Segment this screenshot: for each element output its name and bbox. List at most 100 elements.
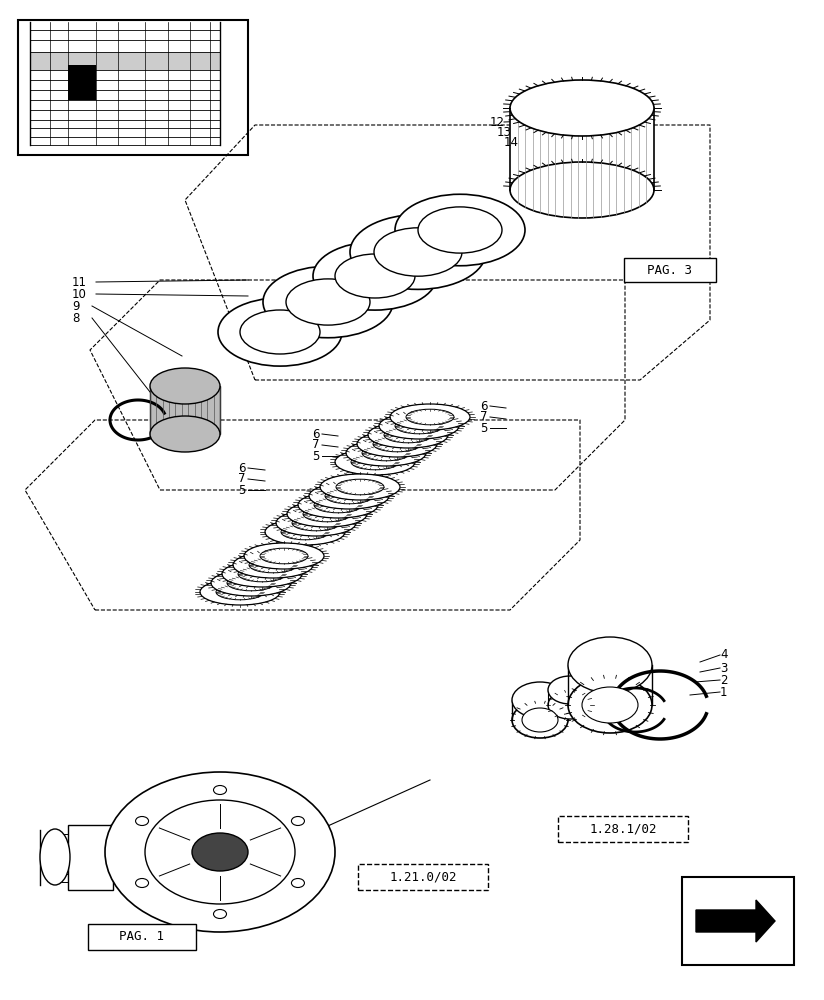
Ellipse shape	[240, 310, 320, 354]
Ellipse shape	[260, 548, 308, 564]
Ellipse shape	[351, 454, 399, 470]
Bar	[150, 386, 220, 434]
Ellipse shape	[281, 524, 329, 540]
Ellipse shape	[105, 772, 335, 932]
Ellipse shape	[292, 878, 304, 888]
Polygon shape	[696, 900, 775, 942]
Ellipse shape	[510, 80, 654, 136]
Text: 1.28.1/02: 1.28.1/02	[589, 822, 657, 836]
Text: 11: 11	[72, 275, 87, 288]
Ellipse shape	[222, 561, 302, 587]
Ellipse shape	[200, 579, 280, 605]
Ellipse shape	[548, 676, 592, 704]
Ellipse shape	[309, 483, 389, 509]
Bar	[110, 825, 165, 880]
Bar	[30, 52, 220, 70]
Text: 8: 8	[72, 312, 79, 324]
Ellipse shape	[145, 800, 295, 904]
Text: 1: 1	[720, 686, 728, 698]
Text: 2: 2	[720, 674, 728, 686]
Ellipse shape	[314, 497, 362, 513]
Ellipse shape	[233, 552, 313, 578]
Ellipse shape	[522, 708, 558, 732]
Ellipse shape	[350, 215, 486, 289]
Bar	[18, 20, 248, 155]
Ellipse shape	[582, 687, 638, 723]
Ellipse shape	[227, 575, 275, 591]
Ellipse shape	[373, 436, 421, 452]
Bar	[68, 825, 113, 890]
Ellipse shape	[512, 682, 568, 718]
Text: 12: 12	[490, 115, 505, 128]
Ellipse shape	[136, 816, 148, 825]
Ellipse shape	[265, 519, 345, 545]
Text: PAG. 3: PAG. 3	[648, 263, 692, 276]
Ellipse shape	[395, 194, 525, 266]
Ellipse shape	[244, 543, 324, 569]
Ellipse shape	[390, 404, 470, 430]
Ellipse shape	[150, 416, 220, 452]
Bar	[510, 108, 654, 190]
Bar	[682, 877, 794, 965]
Ellipse shape	[286, 279, 370, 325]
Text: 9: 9	[72, 300, 79, 312]
Text: 7: 7	[480, 410, 488, 424]
Ellipse shape	[418, 207, 502, 253]
Bar	[88, 924, 196, 950]
Text: 1.21.0/02: 1.21.0/02	[389, 870, 456, 884]
Text: 7: 7	[238, 473, 246, 486]
Bar	[558, 816, 688, 842]
Text: 6: 6	[312, 428, 320, 440]
Text: 6: 6	[480, 399, 488, 412]
Ellipse shape	[512, 702, 568, 738]
Ellipse shape	[216, 584, 264, 600]
Bar	[624, 258, 716, 282]
Ellipse shape	[335, 449, 415, 475]
Ellipse shape	[211, 570, 291, 596]
Ellipse shape	[218, 298, 342, 366]
Ellipse shape	[287, 501, 367, 527]
Ellipse shape	[238, 566, 286, 582]
Text: 5: 5	[239, 484, 246, 496]
Ellipse shape	[213, 910, 227, 918]
Text: 6: 6	[238, 462, 246, 475]
Ellipse shape	[276, 510, 356, 536]
Ellipse shape	[406, 409, 454, 425]
Ellipse shape	[298, 492, 378, 518]
Text: PAG. 1: PAG. 1	[119, 930, 165, 944]
Bar	[358, 864, 488, 890]
Ellipse shape	[395, 418, 443, 434]
Text: 4: 4	[720, 648, 728, 662]
Text: 13: 13	[497, 125, 512, 138]
Ellipse shape	[568, 677, 652, 733]
Ellipse shape	[263, 266, 393, 338]
Ellipse shape	[336, 479, 384, 495]
Ellipse shape	[320, 474, 400, 500]
Text: 5: 5	[312, 450, 320, 462]
Ellipse shape	[368, 422, 448, 448]
Ellipse shape	[374, 228, 462, 276]
Ellipse shape	[213, 786, 227, 794]
Ellipse shape	[325, 488, 373, 504]
Text: 5: 5	[480, 422, 488, 434]
Ellipse shape	[40, 829, 70, 885]
Ellipse shape	[548, 691, 592, 719]
Text: 10: 10	[72, 288, 87, 300]
Ellipse shape	[136, 878, 148, 888]
Ellipse shape	[510, 162, 654, 218]
Ellipse shape	[362, 445, 410, 461]
Ellipse shape	[384, 427, 432, 443]
Text: 7: 7	[312, 438, 320, 452]
Ellipse shape	[292, 816, 304, 826]
Ellipse shape	[292, 515, 340, 531]
Ellipse shape	[335, 254, 415, 298]
Ellipse shape	[303, 506, 351, 522]
Text: 3: 3	[720, 662, 728, 674]
Ellipse shape	[249, 557, 297, 573]
Ellipse shape	[192, 833, 248, 871]
Bar	[68, 65, 96, 100]
Ellipse shape	[568, 637, 652, 693]
Ellipse shape	[346, 440, 426, 466]
Text: 14: 14	[504, 135, 519, 148]
Ellipse shape	[150, 368, 220, 404]
